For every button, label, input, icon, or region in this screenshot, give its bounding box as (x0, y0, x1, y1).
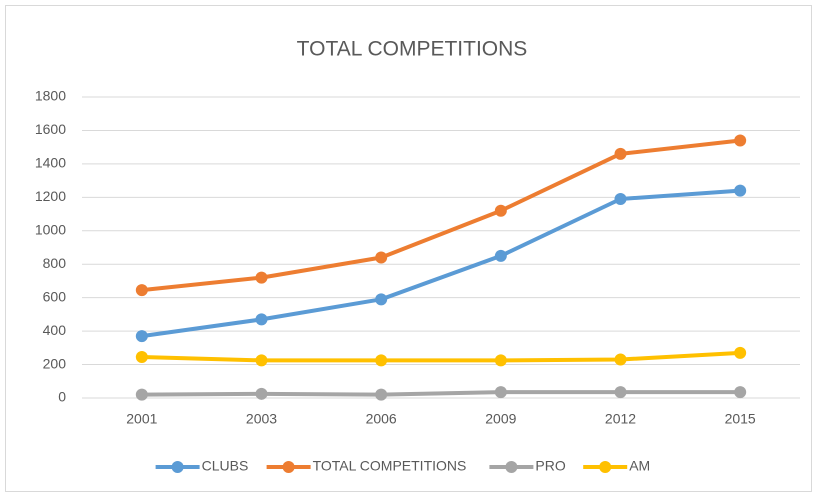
legend-label: TOTAL COMPETITIONS (313, 458, 467, 474)
legend-marker (505, 461, 518, 473)
data-point (614, 386, 627, 399)
data-point (734, 386, 747, 399)
data-point (135, 388, 148, 401)
data-point (375, 293, 388, 306)
data-point (255, 387, 268, 400)
data-point (734, 184, 747, 197)
data-point (255, 313, 268, 326)
data-point (135, 284, 148, 297)
data-point (255, 271, 268, 284)
data-point (614, 193, 627, 206)
x-tick-label: 2015 (725, 411, 756, 427)
data-point (494, 204, 507, 217)
legend-label: CLUBS (202, 458, 249, 474)
data-point (135, 330, 148, 343)
series-line (141, 188, 741, 339)
chart-title: TOTAL COMPETITIONS (297, 38, 528, 61)
legend-label: PRO (535, 458, 565, 474)
y-tick-label: 1200 (35, 188, 66, 204)
y-tick-label: 600 (43, 288, 67, 304)
data-point (375, 388, 388, 401)
series-line (141, 350, 741, 363)
y-tick-label: 1800 (35, 88, 66, 104)
data-point (375, 251, 388, 264)
data-point (614, 353, 627, 366)
legend-marker (171, 461, 184, 473)
y-tick-label: 200 (43, 355, 67, 371)
legend-marker (599, 461, 612, 473)
series-line (141, 390, 741, 397)
legend-label: AM (629, 458, 650, 474)
y-tick-label: 400 (43, 322, 67, 338)
y-tick-label: 0 (58, 389, 66, 405)
x-tick-label: 2006 (366, 411, 397, 427)
data-point (494, 249, 507, 262)
data-point (494, 386, 507, 399)
x-tick-label: 2001 (126, 411, 157, 427)
data-point (734, 346, 747, 359)
y-tick-label: 1400 (35, 155, 66, 171)
y-tick-label: 800 (43, 255, 67, 271)
legend-marker (282, 461, 295, 473)
data-point (255, 354, 268, 367)
data-point (494, 354, 507, 367)
x-tick-label: 2009 (485, 411, 516, 427)
x-tick-label: 2012 (605, 411, 636, 427)
data-point (614, 147, 627, 160)
x-tick-label: 2003 (246, 411, 277, 427)
series-line (141, 138, 741, 293)
data-point (734, 134, 747, 147)
data-point (135, 351, 148, 364)
y-tick-label: 1000 (35, 221, 66, 237)
y-tick-label: 1600 (35, 121, 66, 137)
data-point (375, 354, 388, 367)
